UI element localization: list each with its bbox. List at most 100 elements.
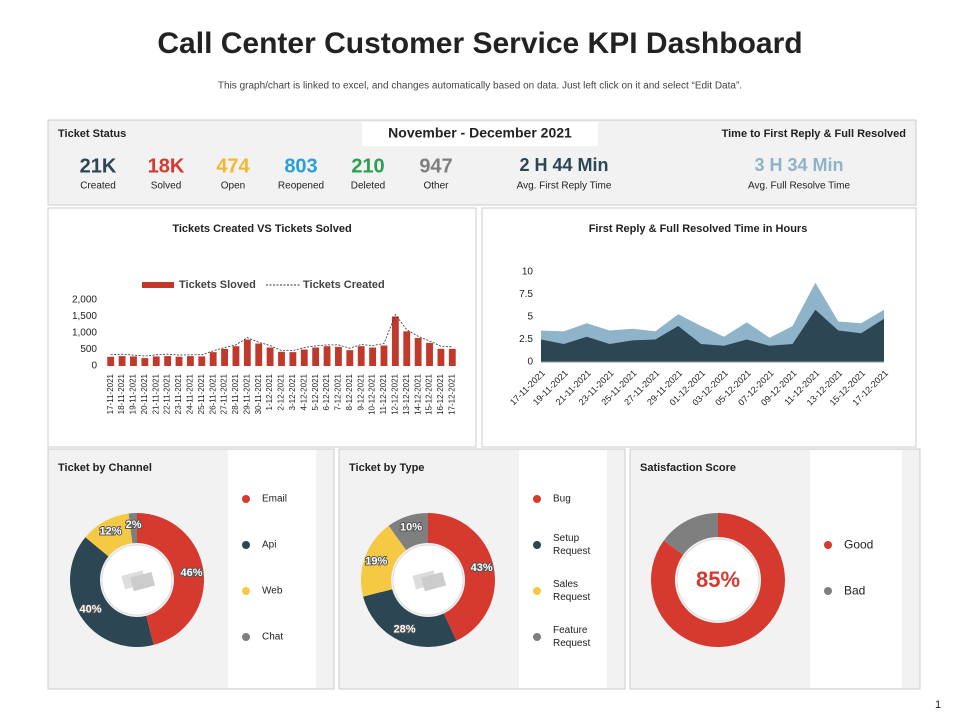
x-tick-label: 13-12-2021 bbox=[402, 373, 411, 414]
bar bbox=[403, 331, 411, 366]
legend-dot bbox=[242, 633, 250, 641]
donut-slice bbox=[128, 513, 137, 544]
bar bbox=[118, 356, 126, 366]
ticket-status-title: Ticket Status bbox=[58, 128, 126, 140]
legend-label: Sales Request bbox=[553, 579, 591, 603]
donut-slice bbox=[388, 513, 428, 551]
x-tick-label: 22-11-2021 bbox=[163, 373, 172, 414]
y-tick-label: 2.5 bbox=[519, 334, 533, 345]
y-tick-label: 0 bbox=[527, 357, 533, 368]
donut-slice bbox=[137, 513, 204, 645]
x-tick-label: 15-12-2021 bbox=[425, 373, 434, 414]
donut-slice bbox=[651, 513, 785, 648]
time-value: 3 H 34 Min bbox=[754, 155, 843, 175]
legend-label: Bug bbox=[553, 493, 571, 505]
time-label: Avg. Full Resolve Time bbox=[748, 181, 851, 192]
data-label: 46% bbox=[181, 567, 203, 579]
bar bbox=[141, 358, 149, 366]
chart-title: Ticket by Channel bbox=[58, 462, 152, 474]
donut-slice bbox=[85, 513, 133, 557]
x-tick-label: 30-11-2021 bbox=[254, 373, 263, 414]
kpi-value: 947 bbox=[419, 155, 452, 177]
bar bbox=[266, 347, 274, 366]
kpi-label: Solved bbox=[151, 181, 182, 192]
bar bbox=[243, 339, 251, 366]
data-label: 10% bbox=[400, 522, 422, 534]
x-tick-label: 21-11-2021 bbox=[151, 373, 160, 414]
legend-label: Setup Request bbox=[553, 533, 591, 557]
x-tick-label: 3-12-2021 bbox=[288, 373, 297, 410]
y-tick-label: 500 bbox=[80, 344, 97, 355]
line bbox=[110, 313, 453, 357]
kpi-value: 210 bbox=[351, 155, 384, 177]
x-tick-label: 1-12-2021 bbox=[265, 373, 274, 410]
bar bbox=[130, 356, 137, 366]
bar bbox=[152, 356, 160, 366]
legend-dot bbox=[533, 541, 541, 549]
bar bbox=[164, 356, 172, 366]
bar bbox=[426, 342, 433, 366]
donut-center bbox=[676, 538, 760, 622]
chart-title: First Reply & Full Resolved Time in Hour… bbox=[589, 223, 808, 235]
legend-dot bbox=[242, 495, 250, 503]
kpi-label: Created bbox=[80, 181, 116, 192]
kpi-label: Other bbox=[423, 181, 449, 192]
center-label: 85% bbox=[696, 567, 740, 592]
x-tick-label: 24-11-2021 bbox=[186, 373, 195, 414]
x-tick-label: 18-11-2021 bbox=[117, 373, 126, 414]
page-number: 1 bbox=[935, 699, 941, 711]
x-tick-label: 2-12-2021 bbox=[277, 373, 286, 410]
y-tick-label: 7.5 bbox=[519, 289, 533, 300]
legend-label: Tickets Created bbox=[303, 279, 385, 291]
y-tick-label: 1,000 bbox=[72, 328, 97, 339]
donut-slice bbox=[363, 589, 457, 647]
x-tick-label: 9-12-2021 bbox=[356, 373, 365, 410]
bar bbox=[300, 349, 308, 366]
center-icon bbox=[421, 571, 447, 592]
x-tick-label: 8-12-2021 bbox=[345, 373, 354, 410]
x-tick-label: 17-11-2021 bbox=[106, 373, 115, 414]
legend-label: Web bbox=[262, 585, 283, 597]
bar bbox=[278, 351, 285, 366]
bar bbox=[414, 337, 422, 366]
subtitle: This graph/chart is linked to excel, and… bbox=[218, 81, 742, 92]
reply-times-title: Time to First Reply & Full Resolved bbox=[722, 128, 906, 140]
bar bbox=[107, 356, 115, 366]
kpi-value: 18K bbox=[148, 155, 185, 177]
period: November - December 2021 bbox=[388, 125, 572, 141]
chart-title: Tickets Created VS Tickets Solved bbox=[172, 223, 351, 235]
bar bbox=[369, 347, 377, 366]
legend-label: Email bbox=[262, 493, 288, 505]
bar bbox=[448, 348, 456, 366]
x-tick-label: 14-12-2021 bbox=[413, 373, 422, 414]
bar bbox=[357, 346, 365, 366]
x-tick-label: 27-11-2021 bbox=[220, 373, 229, 414]
bar bbox=[335, 346, 342, 366]
time-label: Avg. First Reply Time bbox=[517, 181, 612, 192]
x-tick-label: 17-12-2021 bbox=[447, 373, 456, 414]
x-tick-label: 10-12-2021 bbox=[368, 373, 377, 414]
bar bbox=[323, 346, 331, 366]
time-value: 2 H 44 Min bbox=[519, 155, 608, 175]
legend-label: Good bbox=[844, 537, 874, 552]
donut-slice bbox=[70, 537, 154, 647]
kpi-value: 803 bbox=[284, 155, 317, 177]
type-legend-box bbox=[519, 450, 607, 688]
kpi-label: Reopened bbox=[278, 181, 324, 192]
legend-dot bbox=[824, 587, 832, 595]
bar bbox=[391, 316, 399, 366]
legend-swatch bbox=[142, 282, 174, 288]
x-tick-label: 25-11-2021 bbox=[197, 373, 206, 414]
data-label: 12% bbox=[99, 526, 121, 538]
legend-label: Bad bbox=[844, 583, 866, 598]
kpi-value: 474 bbox=[216, 155, 250, 177]
bar-panel bbox=[47, 207, 477, 448]
bar bbox=[198, 356, 206, 366]
x-tick-label: 12-12-2021 bbox=[390, 373, 399, 414]
chart-title: Satisfaction Score bbox=[640, 462, 736, 474]
x-tick-label: 28-11-2021 bbox=[231, 373, 240, 414]
x-tick-label: 16-12-2021 bbox=[436, 373, 445, 414]
bar bbox=[186, 356, 194, 366]
bar bbox=[232, 346, 240, 366]
x-tick-label: 23-11-2021 bbox=[174, 373, 183, 414]
